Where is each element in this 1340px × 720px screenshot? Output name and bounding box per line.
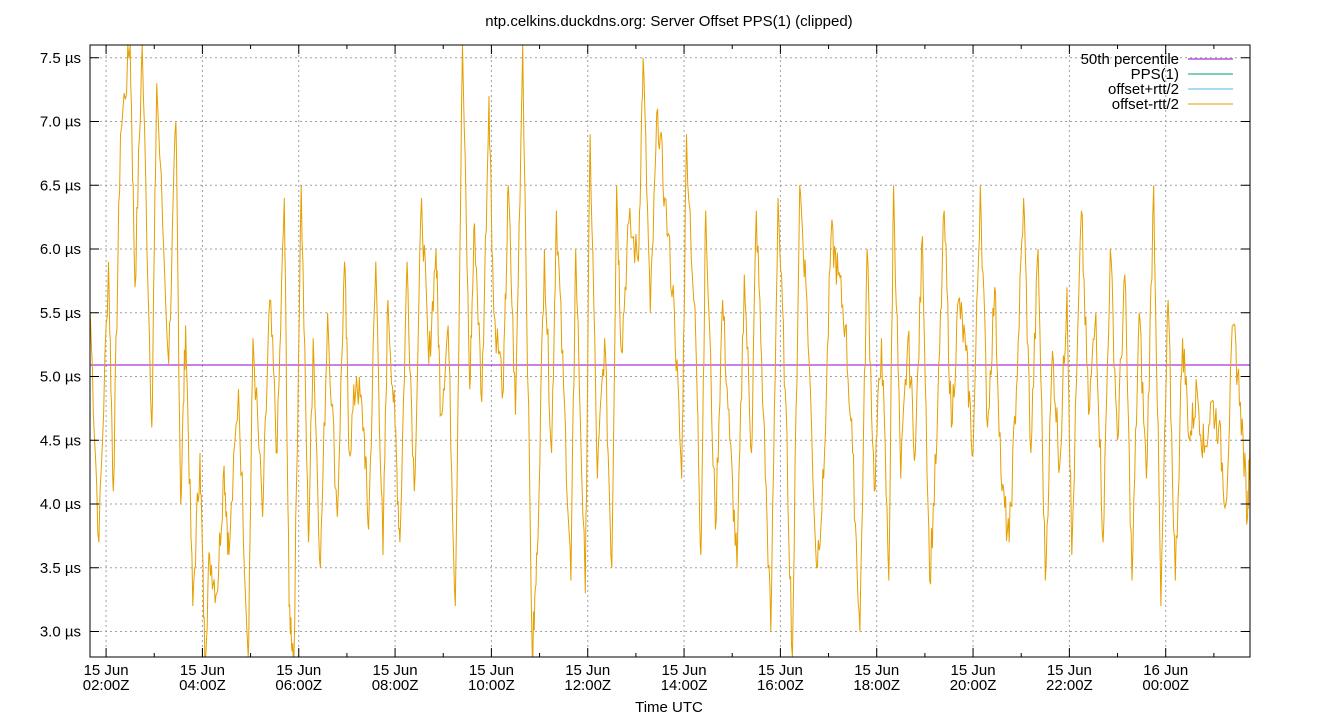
legend-label-pps-1: PPS(1): [1131, 66, 1179, 83]
y-tick-label: 6.5 µs: [40, 177, 81, 194]
x-tick-time: 06:00Z: [275, 677, 322, 694]
x-axis-label: Time UTC: [635, 699, 703, 716]
legend-label-50th-percentile: 50th percentile: [1081, 51, 1179, 68]
x-tick-time: 02:00Z: [83, 677, 130, 694]
x-tick-time: 16:00Z: [757, 677, 804, 694]
chart-title: ntp.celkins.duckdns.org: Server Offset P…: [485, 13, 852, 30]
x-tick-date: 15 Jun: [276, 662, 321, 679]
x-tick-time: 22:00Z: [1046, 677, 1093, 694]
x-tick-date: 15 Jun: [373, 662, 418, 679]
x-tick-date: 15 Jun: [469, 662, 514, 679]
legend: 50th percentilePPS(1)offset+rtt/2offset-…: [1081, 51, 1233, 113]
plot-area: [90, 45, 1250, 657]
y-axis: 3.0 µs 3.5 µs 4.0 µs 4.5 µs 5.0 µs 5.5 µs 6.0 …: [40, 50, 1250, 641]
x-tick-time: 00:00Z: [1142, 677, 1189, 694]
y-tick-label: 4.0 µs: [40, 496, 81, 513]
grid-lines: [90, 45, 1250, 657]
y-tick-label: 4.5 µs: [40, 432, 81, 449]
x-tick-date: 15 Jun: [758, 662, 803, 679]
series-offset-rtt-2: [90, 45, 1250, 657]
x-tick-date: 15 Jun: [180, 662, 225, 679]
y-tick-label: 5.5 µs: [40, 305, 81, 322]
x-tick-time: 04:00Z: [179, 677, 226, 694]
x-tick-date: 15 Jun: [1047, 662, 1092, 679]
x-tick-date: 15 Jun: [951, 662, 996, 679]
y-tick-label: 3.5 µs: [40, 560, 81, 577]
y-tick-label: 3.0 µs: [40, 624, 81, 641]
x-tick-date: 15 Jun: [662, 662, 707, 679]
plot-frame: [89, 44, 1251, 658]
legend-label-offset-rtt-2: offset+rtt/2: [1108, 81, 1179, 98]
x-tick-time: 08:00Z: [372, 677, 419, 694]
x-tick-time: 18:00Z: [853, 677, 900, 694]
x-tick-date: 16 Jun: [1143, 662, 1188, 679]
x-tick-time: 12:00Z: [564, 677, 611, 694]
x-tick-date: 15 Jun: [565, 662, 610, 679]
x-tick-time: 10:00Z: [468, 677, 515, 694]
x-tick-date: 15 Jun: [84, 662, 129, 679]
y-tick-label: 7.0 µs: [40, 114, 81, 131]
legend-label-offset-rtt-2: offset-rtt/2: [1112, 96, 1179, 113]
y-tick-label: 7.5 µs: [40, 50, 81, 67]
x-tick-time: 20:00Z: [950, 677, 997, 694]
y-tick-label: 5.0 µs: [40, 369, 81, 386]
x-tick-date: 15 Jun: [854, 662, 899, 679]
y-tick-label: 6.0 µs: [40, 241, 81, 258]
x-tick-time: 14:00Z: [661, 677, 708, 694]
